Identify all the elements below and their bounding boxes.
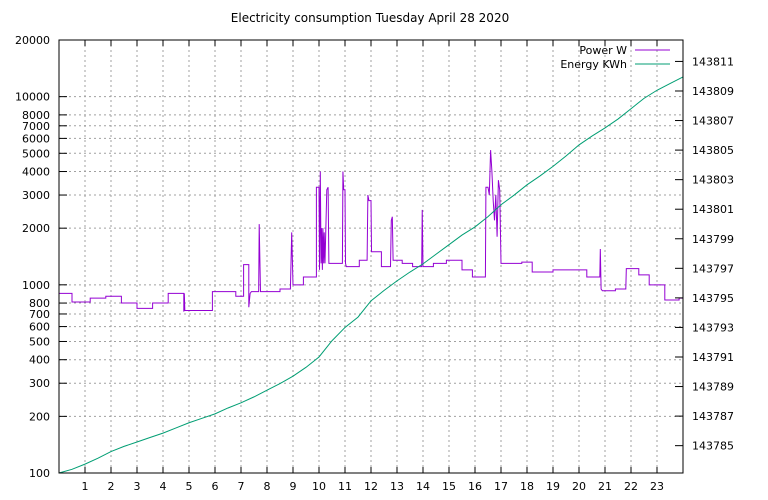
x-tick-label: 7 bbox=[238, 480, 245, 493]
x-tick-label: 3 bbox=[134, 480, 141, 493]
legend-label-power: Power W bbox=[579, 44, 627, 57]
x-axis-ticks: 1 2 3 4 5 6 7 8 9 10 11 12 13 14 15 16 17 18 19 20 21 22 23 bbox=[82, 40, 664, 493]
x-tick-label: 23 bbox=[650, 480, 664, 493]
x-tick-label: 15 bbox=[442, 480, 456, 493]
y-right-tick-label: 143805 bbox=[692, 144, 734, 157]
y-right-tick-label: 143785 bbox=[692, 440, 734, 453]
y-right-tick-label: 143795 bbox=[692, 292, 734, 305]
grid bbox=[59, 39, 683, 474]
y-left-tick-label: 20000 bbox=[15, 34, 50, 47]
y-left-tick-label: 200 bbox=[29, 410, 50, 423]
y-right-tick-label: 143807 bbox=[692, 115, 734, 128]
x-tick-label: 12 bbox=[364, 480, 378, 493]
y-left-tick-label: 100 bbox=[29, 467, 50, 480]
y-left-tick-label: 1000 bbox=[22, 279, 50, 292]
x-tick-label: 21 bbox=[598, 480, 612, 493]
x-tick-label: 16 bbox=[468, 480, 482, 493]
x-tick-label: 1 bbox=[82, 480, 89, 493]
y-right-tick-label: 143801 bbox=[692, 203, 734, 216]
y-left-tick-label: 5000 bbox=[22, 147, 50, 160]
x-tick-label: 10 bbox=[312, 480, 326, 493]
y-right-tick-label: 143809 bbox=[692, 85, 734, 98]
y-left-tick-label: 500 bbox=[29, 335, 50, 348]
x-tick-label: 8 bbox=[264, 480, 271, 493]
x-tick-label: 20 bbox=[572, 480, 586, 493]
y-left-tick-label: 800 bbox=[29, 297, 50, 310]
y-right-tick-label: 143791 bbox=[692, 351, 734, 364]
x-tick-label: 18 bbox=[520, 480, 534, 493]
x-tick-label: 22 bbox=[624, 480, 638, 493]
y-left-tick-label: 400 bbox=[29, 354, 50, 367]
x-tick-label: 6 bbox=[212, 480, 219, 493]
y-left-tick-label: 300 bbox=[29, 377, 50, 390]
x-tick-label: 13 bbox=[390, 480, 404, 493]
y-left-tick-label: 6000 bbox=[22, 132, 50, 145]
y-right-tick-label: 143797 bbox=[692, 262, 734, 275]
x-tick-label: 2 bbox=[108, 480, 115, 493]
y-left-tick-label: 7000 bbox=[22, 120, 50, 133]
y-left-tick-label: 8000 bbox=[22, 109, 50, 122]
y-right-tick-label: 143793 bbox=[692, 321, 734, 334]
y-left-tick-label: 600 bbox=[29, 321, 50, 334]
y-right-tick-label: 143787 bbox=[692, 410, 734, 423]
x-tick-label: 5 bbox=[186, 480, 193, 493]
legend: Power W Energy KWh bbox=[560, 44, 670, 71]
y-left-tick-label: 700 bbox=[29, 308, 50, 321]
y-left-tick-label: 3000 bbox=[22, 189, 50, 202]
series-line-power bbox=[59, 150, 683, 312]
y-right-tick-label: 143789 bbox=[692, 381, 734, 394]
y-right-tick-label: 143811 bbox=[692, 55, 734, 68]
y-right-axis-ticks: 143785 143787 143789 143791 143793 143795 1437… bbox=[675, 55, 734, 453]
x-tick-label: 11 bbox=[338, 480, 352, 493]
x-tick-label: 17 bbox=[494, 480, 508, 493]
x-tick-label: 9 bbox=[290, 480, 297, 493]
x-tick-label: 4 bbox=[160, 480, 167, 493]
y-right-tick-label: 143799 bbox=[692, 233, 734, 246]
y-left-tick-label: 4000 bbox=[22, 166, 50, 179]
series-line-energy bbox=[58, 76, 684, 474]
y-left-tick-label: 10000 bbox=[15, 91, 50, 104]
y-right-tick-label: 143803 bbox=[692, 174, 734, 187]
series-layer bbox=[58, 76, 684, 474]
x-tick-label: 14 bbox=[416, 480, 430, 493]
legend-label-energy: Energy KWh bbox=[560, 58, 627, 71]
chart-title: Electricity consumption Tuesday April 28… bbox=[231, 11, 509, 25]
y-left-tick-label: 2000 bbox=[22, 222, 50, 235]
x-tick-label: 19 bbox=[546, 480, 560, 493]
